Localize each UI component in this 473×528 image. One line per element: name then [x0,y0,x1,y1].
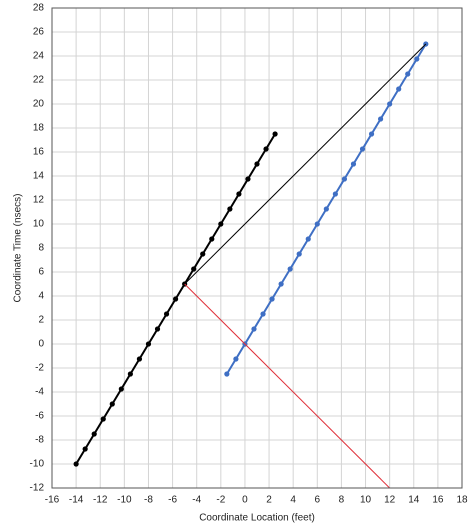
data-point [200,251,206,257]
data-point [100,416,106,422]
data-point [251,326,257,332]
y-tick-label: 8 [38,243,44,254]
data-point [269,296,275,302]
data-point [173,296,179,302]
y-tick-label: 16 [33,147,45,158]
data-point [314,221,320,227]
data-point [305,236,311,242]
y-tick-label: 12 [33,195,45,206]
data-point [278,281,284,287]
y-tick-label: 0 [38,339,44,350]
data-point [224,371,230,377]
y-axis-label: Coordinate Time (nsecs) [13,194,24,303]
data-point [254,161,260,167]
data-point [396,86,402,92]
data-point [227,206,233,212]
data-point [350,161,357,167]
x-tick-label: 10 [360,495,372,506]
data-point [127,371,133,377]
x-tick-label: -16 [45,495,60,506]
data-point [154,326,161,332]
y-tick-label: 18 [33,123,45,134]
x-tick-label: -6 [168,495,177,506]
x-tick-label: 2 [266,495,272,506]
x-tick-label: 4 [290,495,296,506]
y-tick-label: 6 [38,267,44,278]
y-tick-label: 22 [33,75,45,86]
x-tick-label: -10 [117,495,132,506]
x-tick-label: 0 [242,495,248,506]
x-tick-label: -2 [216,495,225,506]
x-tick-label: 14 [408,495,420,506]
data-point [233,356,239,362]
data-point [73,461,79,467]
data-point [109,401,115,407]
data-point [332,191,338,197]
y-tick-label: 2 [38,315,44,326]
x-tick-label: 16 [432,495,444,506]
x-tick-label: -14 [69,495,84,506]
data-point [387,101,393,107]
data-point [287,266,293,272]
x-tick-label: -12 [93,495,108,506]
y-tick-label: -8 [35,435,44,446]
y-tick-label: 4 [38,291,44,302]
x-tick-label: -8 [144,495,153,506]
x-tick-label: 12 [384,495,396,506]
series-line [184,43,427,285]
data-point [118,386,124,392]
plot-frame [51,7,463,489]
y-tick-label: -4 [35,387,44,398]
data-point [191,266,197,272]
data-point [414,56,420,62]
x-tick-label: 8 [339,495,345,506]
x-tick-label: 6 [315,495,321,506]
y-tick-label: 26 [33,27,45,38]
data-point [82,446,88,452]
data-point [91,431,97,437]
data-point [263,146,269,152]
data-point [218,221,224,227]
data-point [145,341,152,347]
data-point [236,191,242,197]
y-tick-label: 28 [33,3,45,14]
data-point [260,311,266,317]
data-point [245,176,251,182]
x-tick-label: -4 [192,495,201,506]
data-point [163,311,170,317]
data-point [272,131,278,137]
data-point [359,146,366,152]
data-point [405,71,411,77]
y-tick-label: -12 [30,483,45,494]
data-point [209,236,215,242]
data-point [341,176,348,182]
data-point [296,251,302,257]
series-line [184,283,390,489]
y-tick-label: 20 [33,99,45,110]
x-axis-label: Coordinate Location (feet) [199,513,315,524]
data-point [323,206,329,212]
x-tick-label: 18 [456,495,468,506]
data-point [136,356,143,362]
y-tick-label: -6 [35,411,44,422]
y-tick-label: 10 [33,219,45,230]
y-tick-label: 14 [33,171,45,182]
data-point [378,116,384,122]
y-tick-label: -10 [30,459,45,470]
y-tick-label: -2 [35,363,44,374]
data-point [368,131,375,137]
y-tick-label: 24 [33,51,45,62]
